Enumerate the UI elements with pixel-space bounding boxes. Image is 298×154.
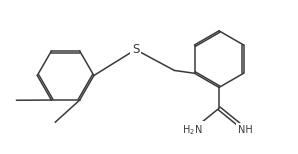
Text: H$_2$N: H$_2$N (182, 123, 202, 137)
Text: S: S (132, 43, 139, 56)
Text: NH: NH (238, 125, 253, 135)
